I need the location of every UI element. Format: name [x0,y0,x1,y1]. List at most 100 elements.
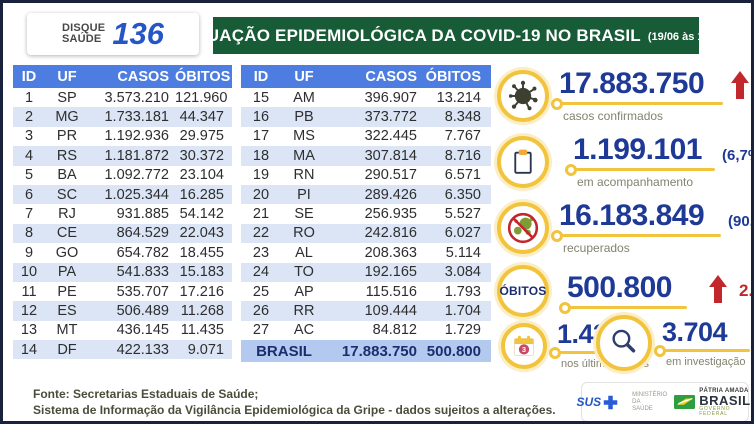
table-cell: 11.435 [180,322,224,339]
monitoring-value: 1.199.101 [573,133,702,166]
table-cell: 6.027 [444,225,481,242]
table-cell: 373.772 [364,109,417,126]
table-cell: 15.183 [179,264,224,281]
table-cell: 1.025.344 [104,186,169,203]
table-cell: 3 [24,128,34,145]
table-row: 5 BA 1.092.772 23.104 [13,165,232,185]
table-row: 13 MT 436.145 11.435 [13,320,232,341]
page-title: SITUAÇÃO EPIDEMIOLÓGICA DA COVID-19 NO B… [179,25,641,45]
table-cell: 535.707 [116,283,169,300]
disque-saude-label: DISQUE SAÚDE [62,23,105,45]
table-cell: PR [56,128,78,145]
table-cell: 1.729 [444,322,481,339]
table-cell: CE [56,225,78,242]
table-row: 6 SC 1.025.344 16.285 [13,184,232,205]
table-cell: 654.782 [116,244,169,261]
table-cell: 1.092.772 [104,167,169,184]
table-cell: AM [293,89,315,106]
table-cell: 13 [20,322,38,339]
table-row: 25 AP 115.516 1.793 [241,281,491,302]
table-cell: 1.181.872 [104,147,169,164]
table-cell: 21 [252,206,270,223]
stat-investigation: 3.704 em investigação [596,315,750,371]
table-cell: 10 [20,264,38,281]
table-cell: SE [294,206,314,223]
title-bar: SITUAÇÃO EPIDEMIOLÓGICA DA COVID-19 NO B… [180,17,732,54]
ministry-line1: MINISTÉRIO DA [632,391,668,405]
table-row: 26 RR 109.444 1.704 [241,301,491,321]
table-cell: 2 [24,109,34,126]
table-row: 11 PE 535.707 17.216 [13,281,232,302]
magnifier-icon [596,315,652,371]
deaths-value: 500.800 [567,271,672,304]
ministry-label: MINISTÉRIO DA SAÚDE [632,392,667,413]
table-row: 18 MA 307.814 8.716 [241,146,491,166]
table-body: 15 AM 396.907 13.214 16 PB 373.772 8.348 17 MS 322… [241,88,491,341]
table-cell: 1.793 [444,283,481,300]
table-row: 20 PI 289.426 6.350 [241,184,491,205]
table-cell: 20 [252,186,270,203]
brasil-flag-icon [674,394,696,410]
table-cell: 4 [24,147,34,164]
states-table-right: ID UF CASOS ÓBITOS 15 AM 396.907 13.214 16 PB… [241,65,491,363]
recovered-label: recuperados [563,241,630,255]
yellow-underline [551,98,723,110]
table-row: 15 AM 396.907 13.214 [241,88,491,108]
table-cell: 19 [252,167,270,184]
table-body: 1 SP 3.573.210 121.960 2 MG 1.733.181 44.347 3 PR… [13,88,232,360]
patria-label: PÁTRIA AMADA [699,387,749,394]
up-arrow-icon [731,71,749,99]
col-casos: CASOS [365,68,417,85]
total-casos: 17.883.750 [341,342,417,360]
table-cell: GO [55,244,79,261]
table-row: 23 AL 208.363 5.114 [241,243,491,263]
table-cell: 5 [24,167,34,184]
confirmed-label: casos confirmados [563,109,664,123]
disque-saude-logo: DISQUE SAÚDE 136 [27,13,199,55]
source-line2: Sistema de Informação da Vigilância Epid… [33,403,556,417]
government-logos: SUS MINISTÉRIO DA SAÚDE PÁTRIA AMADA BRA… [576,382,750,421]
table-cell: DF [57,341,77,358]
table-cell: 29.975 [179,128,224,145]
table-cell: 14 [20,341,38,358]
table-row: 19 RN 290.517 6.571 [241,165,491,185]
table-row: 16 PB 373.772 8.348 [241,107,491,127]
table-cell: 208.363 [364,244,417,261]
governo-label: GOVERNO FEDERAL [699,405,731,417]
table-cell: RO [293,225,315,242]
logo-line1: DISQUE [61,22,106,34]
table-cell: 5.114 [445,244,481,261]
logo-number: 136 [112,16,165,51]
table-cell: PI [297,186,311,203]
table-row: 1 SP 3.573.210 121.960 [13,88,232,108]
deaths-delta: 2.301 [739,281,754,300]
logo-line2: SAÚDE [61,33,102,45]
table-cell: 5.527 [444,206,481,223]
total-obitos: 500.800 [426,342,481,360]
table-cell: 256.935 [364,206,417,223]
table-cell: 11 [21,283,37,300]
table-cell: 12 [20,302,38,319]
table-cell: 8.716 [444,147,481,164]
table-cell: RN [293,167,315,184]
table-row: 9 GO 654.782 18.455 [13,243,232,263]
col-id: ID [21,68,37,85]
table-cell: 11.268 [180,302,224,319]
obitos-badge: ÓBITOS [497,265,549,317]
col-obitos: ÓBITOS [425,68,481,85]
table-cell: 396.907 [364,89,417,106]
table-cell: 84.812 [372,322,417,339]
table-cell: 289.426 [364,186,417,203]
table-cell: AL [295,244,313,261]
table-row: 17 MS 322.445 7.767 [241,126,491,147]
recovered-value: 16.183.849 [559,199,705,232]
sus-logo: SUS [576,395,618,410]
table-row: 4 RS 1.181.872 30.372 [13,146,232,166]
table-cell: AP [294,283,314,300]
table-cell: 506.489 [116,302,169,319]
table-cell: PB [294,109,314,126]
table-cell: 1 [24,89,34,106]
table-row: 12 ES 506.489 11.268 [13,301,232,321]
table-cell: TO [294,264,314,281]
table-cell: 15 [252,89,270,106]
